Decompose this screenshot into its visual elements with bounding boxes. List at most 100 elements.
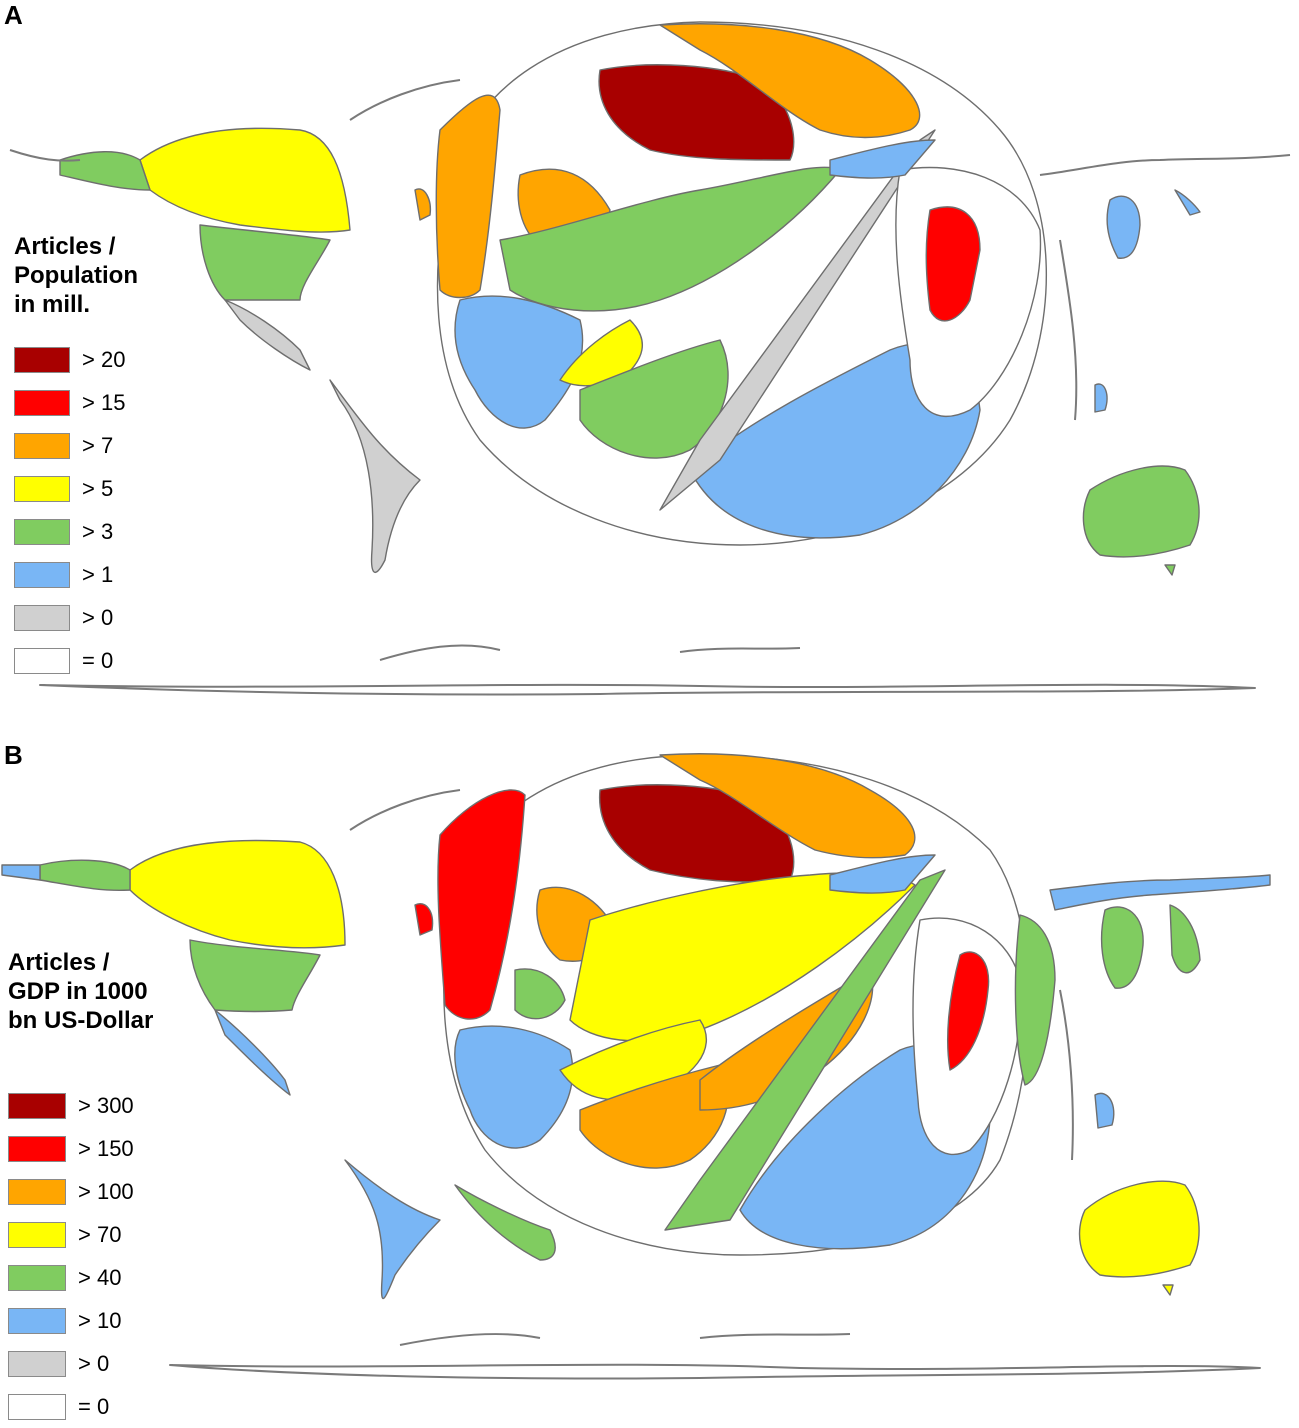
- region-alaska: [39, 859, 131, 892]
- legend-label: > 150: [78, 1135, 134, 1161]
- legend-swatch: [14, 518, 70, 545]
- legend-label: > 70: [78, 1221, 122, 1247]
- region-china-strip: [1014, 914, 1056, 1086]
- legend-title-b: Articles / GDP in 1000 bn US-Dollar: [8, 949, 154, 1034]
- legend-item: = 0: [8, 1385, 134, 1428]
- legend-item: > 20: [14, 338, 125, 381]
- region-tasmania: [1164, 564, 1176, 576]
- legend-swatch: [14, 389, 70, 416]
- legend-a: > 20 > 15 > 7 > 5 > 3 > 1 > 0 = 0: [14, 338, 125, 682]
- legend-swatch: [14, 647, 70, 674]
- region-canada: [139, 127, 351, 233]
- region-france-spain: [454, 1025, 574, 1149]
- region-china-blue: [829, 139, 936, 179]
- legend-label: = 0: [82, 647, 114, 673]
- panel-letter-a: A: [4, 0, 23, 30]
- legend-item: > 0: [14, 596, 125, 639]
- legend-label: > 100: [78, 1178, 134, 1204]
- region-japan: [1106, 195, 1141, 259]
- region-middle-east: [579, 1064, 729, 1169]
- legend-label: > 0: [78, 1350, 110, 1376]
- region-central-asia: [659, 23, 921, 139]
- region-central-america: [214, 1009, 291, 1096]
- legend-label: > 15: [82, 389, 126, 415]
- legend-label: > 40: [78, 1264, 122, 1290]
- legend-label: > 10: [78, 1307, 122, 1333]
- legend-swatch: [8, 1350, 66, 1377]
- legend-item: > 5: [14, 467, 125, 510]
- legend-item: = 0: [14, 639, 125, 682]
- legend-swatch: [8, 1135, 66, 1162]
- region-south-america: [329, 379, 421, 573]
- legend-label: > 0: [82, 604, 114, 630]
- region-central-asia: [659, 753, 916, 859]
- region-east-islands: [1174, 189, 1201, 216]
- region-australia: [1082, 465, 1200, 558]
- legend-label: > 7: [82, 432, 114, 458]
- region-canada: [129, 839, 346, 949]
- region-antarctica: [39, 683, 1256, 696]
- map-panel-b: B Articles / GDP in 1000 bn US-Dollar > …: [0, 740, 1299, 1428]
- legend-label: = 0: [78, 1393, 110, 1419]
- legend-swatch: [8, 1092, 66, 1119]
- legend-swatch: [8, 1221, 66, 1248]
- panel-letter-b: B: [4, 740, 23, 770]
- legend-swatch: [14, 346, 70, 373]
- cartogram-map-a: [9, 21, 1291, 696]
- legend-item: > 0: [8, 1342, 134, 1385]
- legend-item: > 150: [8, 1127, 134, 1170]
- region-china-blue: [829, 854, 936, 894]
- legend-item: > 300: [8, 1084, 134, 1127]
- legend-swatch: [8, 1393, 66, 1420]
- region-france-spain: [454, 295, 584, 429]
- legend-item: > 10: [8, 1299, 134, 1342]
- legend-swatch: [14, 475, 70, 502]
- legend-label: > 5: [82, 475, 114, 501]
- map-panel-a: A Articles / Population in mill. > 20 > …: [0, 0, 1299, 712]
- region-arabia-strip: [664, 869, 946, 1231]
- legend-swatch: [14, 604, 70, 631]
- legend-item: > 1: [14, 553, 125, 596]
- region-antarctica: [169, 1363, 1261, 1380]
- region-north-coast: [9, 79, 461, 162]
- region-central-america: [224, 299, 311, 371]
- region-east-asia-green: [925, 206, 981, 322]
- region-south-america: [344, 1159, 441, 1300]
- region-uk-ireland: [437, 789, 526, 1020]
- legend-label: > 20: [82, 346, 126, 372]
- region-india-africa: [689, 343, 981, 539]
- region-australia: [1078, 1180, 1200, 1278]
- legend-label: > 3: [82, 518, 114, 544]
- region-antarctica-coast: [399, 1333, 851, 1346]
- legend-swatch: [8, 1307, 66, 1334]
- region-russia: [598, 64, 795, 161]
- region-asia-connector: [1039, 154, 1291, 421]
- region-scandinavia-west: [414, 188, 432, 221]
- region-north-coast: [349, 789, 1074, 1161]
- cartogram-map-b: [1, 753, 1271, 1380]
- region-east-islands: [1169, 904, 1201, 974]
- legend-item: > 40: [8, 1256, 134, 1299]
- region-asia-connector-blue: [1049, 874, 1271, 911]
- region-alaska: [59, 151, 151, 191]
- region-japan: [1100, 906, 1144, 989]
- region-usa: [199, 224, 331, 301]
- region-netherlands: [514, 968, 566, 1020]
- region-tasmania: [1162, 1284, 1174, 1296]
- legend-item: > 3: [14, 510, 125, 553]
- region-antarctica-coast: [379, 644, 801, 661]
- region-indonesia: [1094, 383, 1108, 413]
- legend-label: > 1: [82, 561, 114, 587]
- legend-item: > 100: [8, 1170, 134, 1213]
- region-iceland-uk: [435, 94, 501, 299]
- legend-swatch: [8, 1264, 66, 1291]
- legend-swatch: [14, 432, 70, 459]
- region-africa-west-green: [454, 1184, 556, 1261]
- legend-item: > 70: [8, 1213, 134, 1256]
- legend-item: > 15: [14, 381, 125, 424]
- region-korea-japan-red: [947, 951, 990, 1071]
- region-usa: [189, 939, 321, 1013]
- legend-swatch: [14, 561, 70, 588]
- region-iceland: [414, 903, 434, 936]
- region-indonesia: [1094, 1092, 1115, 1129]
